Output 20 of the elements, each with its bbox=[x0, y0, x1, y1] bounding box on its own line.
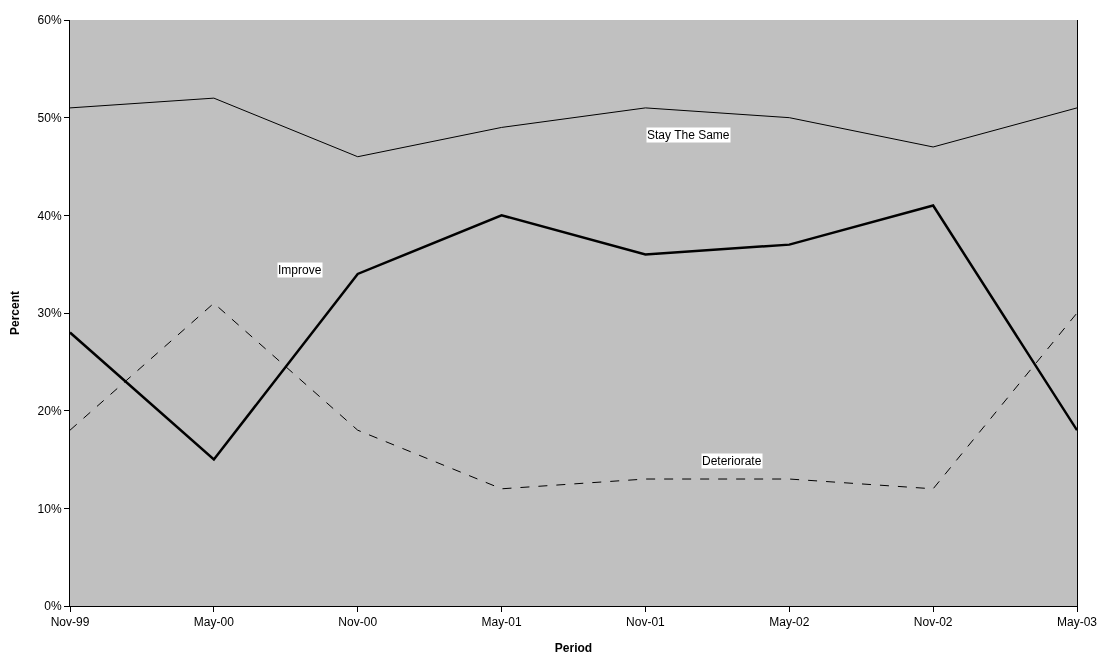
y-tick-label: 60% bbox=[37, 13, 62, 28]
text: Improve bbox=[278, 263, 322, 277]
y-axis-title: Percent bbox=[7, 290, 22, 336]
x-tick-label: May-00 bbox=[193, 615, 235, 630]
x-tick-label: Nov-00 bbox=[338, 615, 378, 630]
y-tick-label: 0% bbox=[44, 599, 62, 614]
y-tick-label: 50% bbox=[37, 110, 62, 125]
x-tick-label: May-01 bbox=[481, 615, 522, 630]
x-tick-label: Nov-01 bbox=[626, 615, 666, 630]
x-tick-label: Nov-02 bbox=[913, 615, 953, 630]
y-tick-label: 40% bbox=[37, 208, 62, 223]
x-tick-label: May-02 bbox=[769, 615, 810, 630]
y-tick-label: 10% bbox=[37, 501, 62, 516]
series-label: Deteriorate bbox=[702, 454, 762, 468]
series-label: Stay The Same bbox=[647, 128, 730, 142]
y-tick-label: 20% bbox=[37, 403, 62, 418]
y-tick-label: 30% bbox=[37, 306, 62, 321]
x-tick-label: Nov-99 bbox=[50, 615, 90, 630]
x-tick-label: May-03 bbox=[1056, 615, 1098, 630]
x-axis-title: Period bbox=[554, 641, 593, 656]
